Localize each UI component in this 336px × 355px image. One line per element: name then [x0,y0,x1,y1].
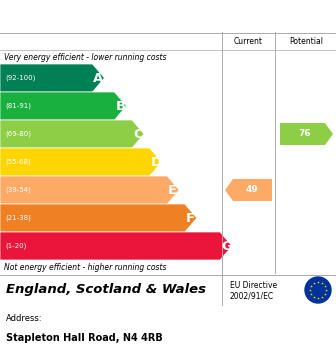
Polygon shape [0,148,162,176]
Text: (21-38): (21-38) [5,215,31,221]
Text: Very energy efficient - lower running costs: Very energy efficient - lower running co… [4,53,167,61]
Polygon shape [0,64,104,92]
Text: Potential: Potential [290,37,324,45]
Text: Address:: Address: [6,314,42,323]
Text: G: G [221,240,232,252]
Text: F: F [186,212,195,224]
Text: (92-100): (92-100) [5,75,35,81]
Text: Current: Current [234,37,263,45]
Text: A: A [93,71,103,84]
Text: (39-54): (39-54) [5,187,31,193]
Text: E: E [168,184,177,197]
Text: D: D [151,155,162,169]
Circle shape [305,277,331,303]
Text: (55-68): (55-68) [5,159,31,165]
Polygon shape [225,179,272,201]
Text: (69-80): (69-80) [5,131,31,137]
Text: EU Directive: EU Directive [230,281,277,290]
Text: B: B [115,99,126,113]
Text: (81-91): (81-91) [5,103,31,109]
Text: England, Scotland & Wales: England, Scotland & Wales [6,284,206,296]
Text: Energy Efficiency Rating: Energy Efficiency Rating [57,9,279,23]
Text: Not energy efficient - higher running costs: Not energy efficient - higher running co… [4,262,167,272]
Polygon shape [0,92,126,120]
Polygon shape [0,204,197,232]
Text: 49: 49 [245,186,258,195]
Polygon shape [0,176,179,204]
Text: Stapleton Hall Road, N4 4RB: Stapleton Hall Road, N4 4RB [6,333,163,343]
Text: 2002/91/EC: 2002/91/EC [230,291,274,300]
Polygon shape [280,123,333,145]
Text: 76: 76 [298,130,311,138]
Polygon shape [0,120,144,148]
Text: C: C [133,127,142,141]
Text: (1-20): (1-20) [5,243,26,249]
Polygon shape [0,232,232,260]
